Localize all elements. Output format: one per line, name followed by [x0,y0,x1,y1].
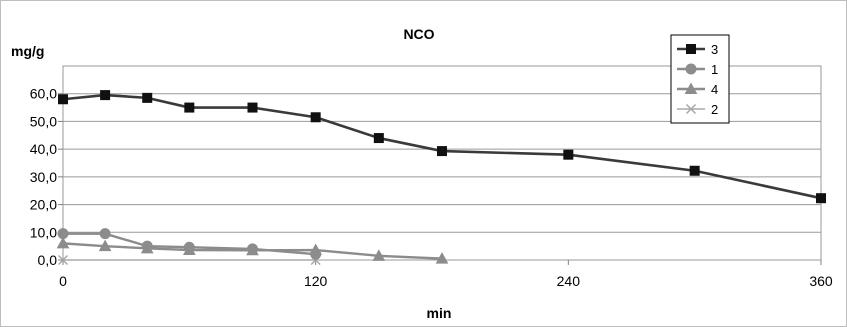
legend-entry-2: 2 [677,102,718,117]
x-tick-label: 0 [59,273,67,289]
x-tick-label: 240 [557,273,581,289]
y-axis-label: mg/g [11,43,44,59]
series-4-point [56,236,70,249]
y-tick-label: 30,0 [30,169,57,185]
series-1-point [57,228,69,240]
y-tick-label: 0,0 [38,252,58,268]
series-3-point [437,146,447,157]
series-1-line [63,232,316,256]
series-1-point [310,248,322,260]
series-3 [58,90,826,204]
legend-entry-1: 1 [677,62,718,77]
x-marker-stroke [57,254,69,266]
series-1-point [183,241,195,253]
series-3-point [816,193,826,204]
y-tick-label: 40,0 [30,141,57,157]
legend-marker [685,63,697,75]
legend-label: 3 [711,42,718,57]
legend: 3 1 4 2 [670,34,730,124]
series-3-point [142,92,153,103]
legend-marker [685,103,697,115]
x-tick-label: 120 [304,273,328,289]
series-4-point [372,249,386,261]
series-3-point [689,165,700,176]
legend-entry-4: 4 [677,82,718,97]
series-4-point [98,239,112,252]
legend-marker [684,82,698,94]
series-3-point [184,102,195,113]
series-2-point [57,254,69,266]
x-tick-labels: 0 120 240 360 [59,260,833,289]
y-tick-labels: 0,0 10,0 20,0 30,0 40,0 50,0 60,0 [30,86,63,268]
series-1 [57,228,322,260]
y-tick-label: 10,0 [30,224,57,240]
series-3-point [373,133,384,144]
series-3-point [563,149,574,160]
series-1-point [247,243,258,255]
legend-entry-3: 3 [677,42,718,57]
y-tick-label: 50,0 [30,113,57,129]
series-3-point [310,112,321,123]
x-marker-stroke [685,103,697,115]
chart-title: NCO [403,26,434,42]
legend-marker [686,44,696,54]
series-2 [57,254,321,266]
legend-label: 1 [711,62,718,77]
series-layer [56,90,826,266]
legend-label: 2 [711,102,718,117]
series-3-point [58,94,68,105]
x-tick-label: 360 [809,273,833,289]
series-4-point [435,252,449,264]
y-tick-label: 60,0 [30,86,57,102]
y-tick-label: 20,0 [30,197,57,213]
x-axis-label: min [427,305,452,321]
legend-label: 4 [711,82,718,97]
series-1-point [99,228,111,240]
series-4-line [62,242,443,260]
series-3-point [247,102,258,113]
series-1-point [141,240,153,252]
series-3-point [100,90,111,101]
